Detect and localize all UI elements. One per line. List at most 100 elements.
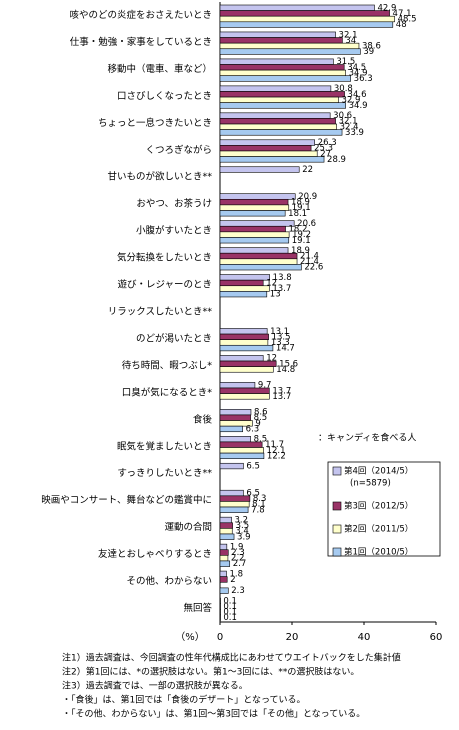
bar bbox=[219, 614, 221, 621]
value-label: 12 bbox=[266, 278, 277, 288]
bar bbox=[219, 274, 270, 281]
value-label: 18.9 bbox=[291, 198, 310, 208]
value-label: 32.9 bbox=[341, 95, 360, 105]
bar bbox=[219, 516, 232, 524]
bar bbox=[219, 118, 336, 125]
value-label: 13.7 bbox=[272, 386, 291, 396]
category-label: 眠気を覚ましたいとき bbox=[117, 440, 212, 452]
bar bbox=[219, 285, 270, 292]
value-label: 25.3 bbox=[314, 144, 333, 154]
bar bbox=[219, 37, 343, 44]
bar bbox=[219, 204, 290, 211]
value-label: 33.9 bbox=[345, 128, 364, 138]
bar bbox=[219, 462, 244, 470]
category-label: 仕事・勉強・家事をしているとき bbox=[70, 36, 212, 48]
value-label: 13.5 bbox=[272, 332, 291, 342]
bar bbox=[219, 543, 228, 551]
value-label: 32.1 bbox=[339, 117, 358, 127]
value-label: 3.9 bbox=[237, 532, 251, 542]
x-axis-label: （%） bbox=[175, 631, 205, 643]
bar bbox=[219, 506, 249, 513]
bar bbox=[219, 48, 361, 55]
x-tick-label: 0 bbox=[217, 632, 223, 643]
value-label: 2.3 bbox=[231, 586, 245, 596]
bar bbox=[219, 21, 394, 28]
legend-swatch bbox=[332, 466, 342, 476]
bar bbox=[219, 495, 251, 502]
bar bbox=[219, 501, 250, 508]
bar bbox=[219, 533, 235, 540]
bar bbox=[219, 447, 264, 454]
bar bbox=[219, 425, 243, 433]
bar bbox=[219, 75, 351, 82]
bar bbox=[219, 409, 252, 416]
value-label: 8.6 bbox=[254, 408, 268, 418]
bar bbox=[219, 247, 289, 254]
bar bbox=[219, 344, 274, 352]
bar bbox=[219, 560, 231, 567]
bar bbox=[219, 85, 332, 92]
category-label: 移動中（電車、車など） bbox=[107, 63, 212, 75]
category-label: リラックスしたいとき** bbox=[108, 307, 212, 318]
value-label: 12.2 bbox=[267, 451, 286, 461]
value-label: 22 bbox=[302, 165, 313, 175]
bar bbox=[219, 528, 233, 535]
bar bbox=[219, 393, 270, 400]
category-label: おやつ、お茶うけ bbox=[136, 198, 212, 210]
bar bbox=[219, 112, 331, 119]
bar bbox=[219, 31, 336, 38]
bar bbox=[219, 382, 256, 389]
value-label: 0.1 bbox=[223, 608, 237, 618]
footnote: ・「その他、わからない」は、第1回～第3回では「その他」となっている。 bbox=[62, 708, 365, 720]
value-label: 3.4 bbox=[235, 527, 249, 537]
value-label: 22.6 bbox=[304, 263, 323, 273]
bar bbox=[219, 355, 264, 362]
bar bbox=[219, 220, 295, 227]
bar bbox=[219, 522, 233, 529]
bar bbox=[219, 360, 277, 367]
legend-label: 第2回（2011/5） bbox=[344, 524, 413, 535]
value-label: 18.1 bbox=[288, 209, 307, 219]
value-label: 18.2 bbox=[289, 225, 308, 235]
bar bbox=[219, 333, 269, 340]
bar bbox=[219, 145, 312, 152]
category-label: 運動の合間 bbox=[164, 521, 212, 533]
bar bbox=[219, 279, 264, 287]
bar bbox=[219, 193, 296, 200]
category-label: 食後 bbox=[193, 413, 213, 425]
bar bbox=[219, 414, 251, 421]
value-label: 39 bbox=[363, 47, 374, 57]
value-label: 32.1 bbox=[339, 30, 358, 40]
legend-swatch bbox=[332, 501, 342, 511]
value-label: 36.3 bbox=[354, 74, 373, 84]
footnote: 注2）第1回には、*の選択肢はない。第1～3回には、**の選択肢はない。 bbox=[62, 666, 359, 678]
bar bbox=[219, 129, 343, 136]
bar bbox=[219, 225, 286, 233]
value-label: 1.9 bbox=[230, 542, 244, 552]
annotation: ：キャンディを食べる人 bbox=[318, 432, 416, 444]
legend-swatch bbox=[332, 547, 342, 557]
bar bbox=[219, 258, 298, 265]
value-label: 13.8 bbox=[273, 273, 292, 283]
category-label: 甘いものが欲しいとき** bbox=[107, 171, 212, 183]
bar bbox=[219, 608, 221, 616]
bar bbox=[219, 603, 221, 610]
value-label: 34.6 bbox=[348, 90, 367, 100]
category-label: くつろぎながら bbox=[145, 144, 212, 156]
bar bbox=[219, 210, 286, 217]
bar bbox=[219, 15, 395, 23]
value-label: 6.5 bbox=[246, 462, 260, 472]
value-label: 19.1 bbox=[292, 203, 311, 213]
bar bbox=[219, 4, 375, 11]
bar bbox=[219, 198, 289, 206]
category-label: すっきりしたいとき** bbox=[117, 468, 212, 479]
category-label: 咳やのどの炎症をおさえたいとき bbox=[69, 9, 212, 21]
legend-label: 第1回（2010/5） bbox=[344, 547, 413, 558]
bar bbox=[219, 42, 360, 50]
value-label: 48.5 bbox=[398, 15, 417, 25]
value-label: 18.9 bbox=[291, 246, 310, 256]
value-label: 20.6 bbox=[297, 219, 316, 229]
x-tick-label: 60 bbox=[430, 632, 443, 643]
bar bbox=[219, 328, 268, 335]
category-label: 遊び・レジャーのとき bbox=[117, 279, 212, 291]
